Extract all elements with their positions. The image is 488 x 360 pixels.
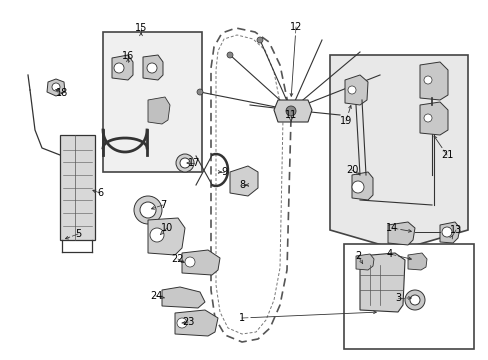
Polygon shape bbox=[175, 310, 218, 336]
Text: 17: 17 bbox=[187, 158, 200, 168]
Polygon shape bbox=[329, 55, 467, 250]
Bar bbox=[343, 244, 473, 349]
Text: 12: 12 bbox=[289, 22, 302, 32]
Text: 11: 11 bbox=[285, 110, 297, 120]
Circle shape bbox=[285, 106, 295, 116]
Bar bbox=[103, 32, 202, 172]
Circle shape bbox=[423, 76, 431, 84]
Polygon shape bbox=[419, 102, 447, 135]
Polygon shape bbox=[182, 250, 220, 275]
Circle shape bbox=[226, 52, 232, 58]
Circle shape bbox=[150, 228, 163, 242]
Text: 3: 3 bbox=[394, 293, 400, 303]
Polygon shape bbox=[162, 287, 204, 308]
Circle shape bbox=[114, 63, 124, 73]
Circle shape bbox=[134, 196, 162, 224]
Polygon shape bbox=[407, 253, 426, 270]
Text: 5: 5 bbox=[75, 229, 81, 239]
Polygon shape bbox=[419, 62, 447, 100]
Text: 16: 16 bbox=[122, 51, 134, 61]
Text: 7: 7 bbox=[160, 200, 166, 210]
Text: 21: 21 bbox=[440, 150, 452, 160]
Text: 15: 15 bbox=[135, 23, 147, 33]
Circle shape bbox=[177, 318, 186, 328]
Text: 1: 1 bbox=[239, 313, 244, 323]
Polygon shape bbox=[229, 166, 258, 196]
Polygon shape bbox=[148, 97, 170, 124]
Circle shape bbox=[423, 114, 431, 122]
Polygon shape bbox=[60, 135, 95, 240]
Circle shape bbox=[176, 154, 194, 172]
Polygon shape bbox=[355, 254, 373, 270]
Text: 9: 9 bbox=[221, 167, 226, 177]
Polygon shape bbox=[47, 79, 65, 96]
Polygon shape bbox=[439, 222, 459, 243]
Text: 23: 23 bbox=[182, 317, 194, 327]
Circle shape bbox=[52, 83, 60, 91]
Text: 4: 4 bbox=[386, 249, 392, 259]
Text: 14: 14 bbox=[385, 223, 397, 233]
Text: 24: 24 bbox=[149, 291, 162, 301]
Text: 20: 20 bbox=[345, 165, 357, 175]
Circle shape bbox=[441, 227, 451, 237]
Polygon shape bbox=[142, 55, 163, 80]
Circle shape bbox=[180, 158, 190, 168]
Circle shape bbox=[404, 290, 424, 310]
Polygon shape bbox=[148, 218, 184, 255]
Circle shape bbox=[147, 63, 157, 73]
Circle shape bbox=[184, 257, 195, 267]
Text: 19: 19 bbox=[339, 116, 351, 126]
Text: 22: 22 bbox=[171, 254, 184, 264]
Circle shape bbox=[140, 202, 156, 218]
Text: 13: 13 bbox=[449, 225, 461, 235]
Circle shape bbox=[257, 37, 263, 43]
Text: 8: 8 bbox=[239, 180, 244, 190]
Polygon shape bbox=[351, 172, 372, 200]
Text: 6: 6 bbox=[97, 188, 103, 198]
Circle shape bbox=[347, 86, 355, 94]
Circle shape bbox=[197, 89, 203, 95]
Polygon shape bbox=[387, 222, 414, 245]
Text: 10: 10 bbox=[161, 223, 173, 233]
Polygon shape bbox=[345, 75, 367, 105]
Polygon shape bbox=[112, 55, 133, 80]
Circle shape bbox=[351, 181, 363, 193]
Text: 18: 18 bbox=[56, 88, 68, 98]
Circle shape bbox=[409, 295, 419, 305]
Polygon shape bbox=[359, 253, 404, 312]
Polygon shape bbox=[273, 100, 311, 122]
Text: 2: 2 bbox=[354, 251, 360, 261]
